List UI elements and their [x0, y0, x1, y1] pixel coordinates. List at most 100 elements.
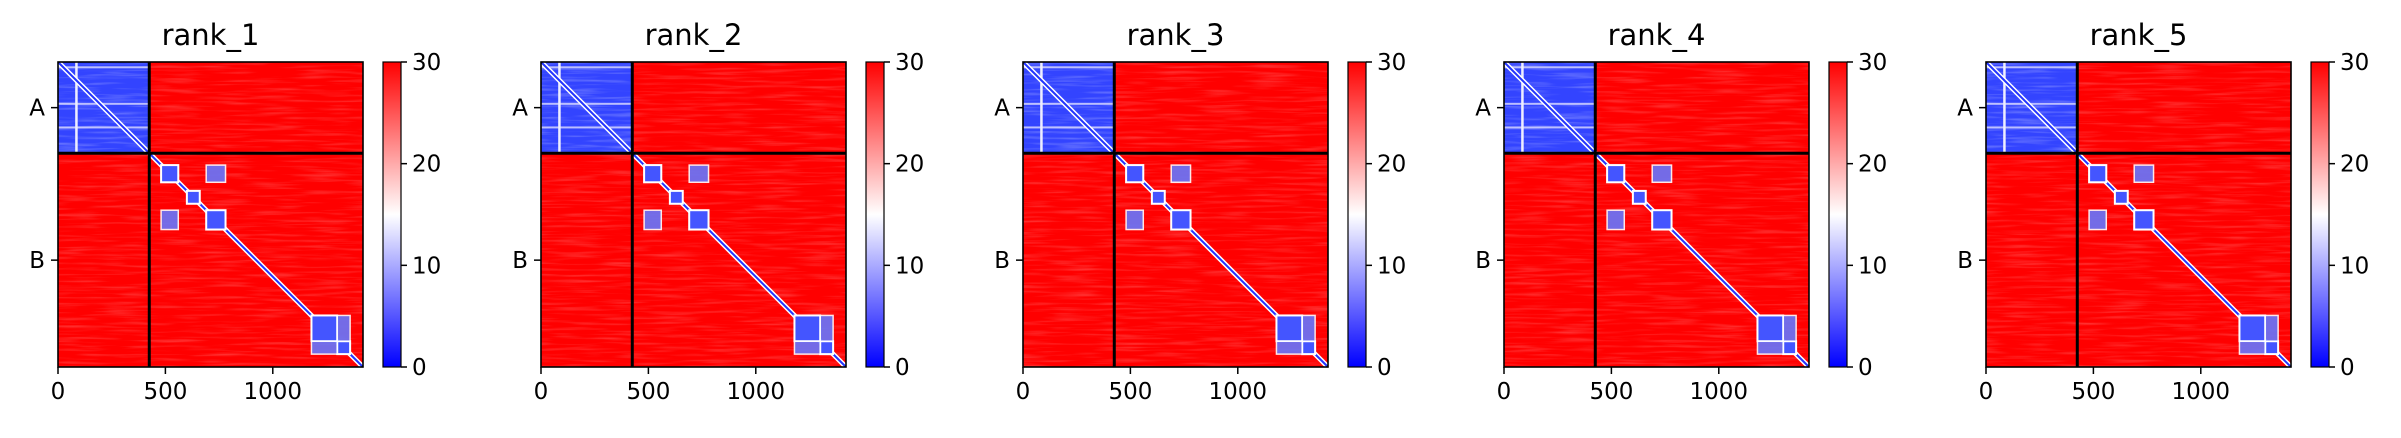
- colorbar-tick-label: 30: [2340, 50, 2369, 76]
- colorbar-tick-label: 30: [1377, 50, 1406, 76]
- chain-a-streak: [1040, 62, 1043, 154]
- y-tick-label: A: [1475, 96, 1491, 122]
- x-tick-label: 0: [1016, 379, 1031, 405]
- domain-contact: [643, 209, 663, 231]
- x-tick-label: 500: [143, 379, 187, 405]
- colorbar-tick-label: 0: [412, 355, 427, 381]
- domain-block: [1756, 314, 1785, 343]
- x-tick-label: 1000: [727, 379, 786, 405]
- chain-a-streak: [1504, 126, 1596, 129]
- domain-contact: [1756, 340, 1784, 355]
- chain-a-streak: [1023, 66, 1115, 69]
- domain-block: [688, 209, 710, 231]
- colorbar: [865, 61, 885, 368]
- axes-frame: [57, 61, 364, 368]
- domain-block: [336, 340, 352, 356]
- domain-block: [1150, 189, 1166, 205]
- heatmap-panel-4: rank_4 0 500 1000 A B 0 10 20 30: [1475, 18, 1887, 405]
- domain-contact: [2264, 314, 2279, 342]
- axes-frame: [1985, 61, 2292, 368]
- chain-a-streak: [1986, 102, 2078, 105]
- y-tick-label: B: [1957, 248, 1973, 274]
- domain-block: [2088, 164, 2108, 184]
- chain-a-streak: [58, 66, 150, 69]
- colorbar-tick-label: 20: [2340, 152, 2369, 178]
- chain-a-streak: [541, 102, 633, 105]
- domain-contact: [1606, 209, 1626, 231]
- chain-a-streak: [558, 62, 561, 154]
- domain-contact: [2238, 340, 2266, 355]
- y-tick-label: B: [1475, 248, 1491, 274]
- x-tick-label: 1000: [1690, 379, 1749, 405]
- domain-contact: [336, 314, 351, 342]
- domain-block: [2133, 209, 2155, 231]
- domain-block: [1275, 314, 1304, 343]
- chain-a-streak: [1986, 126, 2078, 129]
- chain-a-streak: [1504, 66, 1596, 69]
- domain-block: [643, 164, 663, 184]
- heatmap-panel-2: rank_2 0 500 1000 A B 0 10 20 30: [512, 18, 924, 405]
- domain-block: [1782, 340, 1798, 356]
- y-tick-label: A: [29, 96, 45, 122]
- x-tick-label: 0: [534, 379, 549, 405]
- colorbar-tick-label: 10: [1377, 253, 1406, 279]
- axes-frame: [1503, 61, 1810, 368]
- domain-block: [185, 189, 201, 205]
- colorbar-tick-label: 10: [1858, 253, 1887, 279]
- panel-title: rank_2: [645, 18, 743, 52]
- colorbar-tick-label: 0: [1858, 355, 1873, 381]
- heatmap-panel-5: rank_5 0 500 1000 A B 0 10 20 30: [1957, 18, 2369, 405]
- domain-block: [668, 189, 684, 205]
- chain-a-streak: [58, 126, 150, 129]
- chain-a-streak: [75, 62, 78, 154]
- domain-block: [1606, 164, 1626, 184]
- y-tick-label: B: [512, 248, 528, 274]
- colorbar: [2310, 61, 2330, 368]
- domain-block: [1170, 209, 1192, 231]
- colorbar: [1347, 61, 1367, 368]
- domain-block: [1631, 189, 1647, 205]
- chain-a-streak: [1023, 102, 1115, 105]
- domain-contact: [819, 314, 834, 342]
- x-tick-label: 0: [1979, 379, 1994, 405]
- x-tick-label: 0: [1497, 379, 1512, 405]
- axes-frame: [540, 61, 847, 368]
- chain-a-streak: [1504, 102, 1596, 105]
- axes-frame: [1022, 61, 1329, 368]
- domain-contact: [2088, 209, 2108, 231]
- y-tick-label: A: [512, 96, 528, 122]
- colorbar-tick-label: 10: [895, 253, 924, 279]
- colorbar-tick-label: 30: [412, 50, 441, 76]
- panel-title: rank_1: [162, 18, 260, 52]
- colorbar-tick-label: 0: [895, 355, 910, 381]
- colorbar-tick-label: 0: [2340, 355, 2355, 381]
- y-tick-label: B: [994, 248, 1010, 274]
- domain-contact: [688, 164, 710, 184]
- domain-contact: [160, 209, 180, 231]
- x-tick-label: 1000: [2172, 379, 2231, 405]
- domain-contact: [2133, 164, 2155, 184]
- domain-block: [2264, 340, 2280, 356]
- domain-contact: [205, 164, 227, 184]
- domain-contact: [1125, 209, 1145, 231]
- x-tick-label: 1000: [244, 379, 303, 405]
- domain-contact: [1301, 314, 1316, 342]
- panel-title: rank_3: [1127, 18, 1225, 52]
- domain-contact: [1275, 340, 1303, 355]
- x-tick-label: 1000: [1209, 379, 1268, 405]
- colorbar: [1828, 61, 1848, 368]
- domain-block: [2113, 189, 2129, 205]
- x-tick-label: 500: [1108, 379, 1152, 405]
- colorbar-tick-label: 30: [1858, 50, 1887, 76]
- domain-block: [2238, 314, 2267, 343]
- domain-contact: [1170, 164, 1192, 184]
- domain-block: [1125, 164, 1145, 184]
- domain-block: [310, 314, 339, 343]
- y-tick-label: B: [29, 248, 45, 274]
- colorbar-tick-label: 10: [2340, 253, 2369, 279]
- colorbar-tick-label: 10: [412, 253, 441, 279]
- heatmap-panel-3: rank_3 0 500 1000 A B 0 10 20 30: [994, 18, 1406, 405]
- chain-a-streak: [58, 102, 150, 105]
- domain-contact: [1651, 164, 1673, 184]
